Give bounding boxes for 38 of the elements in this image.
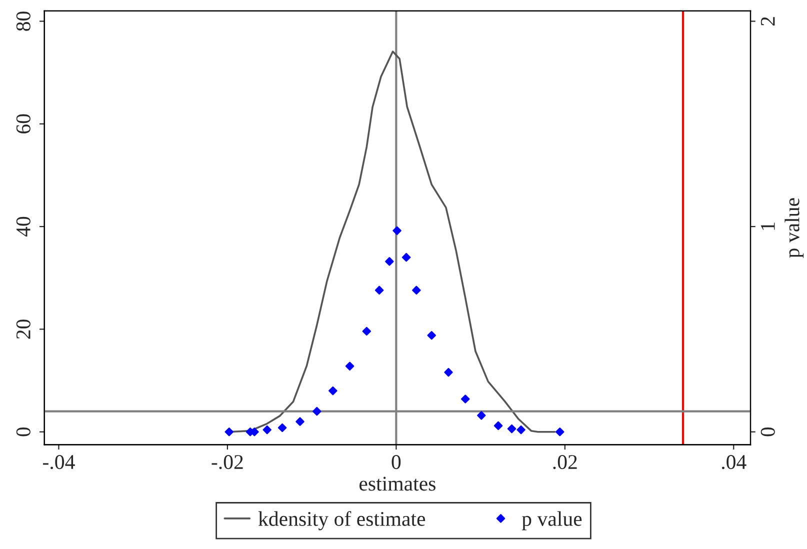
point [278, 423, 287, 432]
y-tick-label: 40 [16, 216, 30, 237]
point [427, 330, 436, 340]
x-tick-label: -.04 [43, 455, 75, 470]
point [516, 425, 526, 434]
y-tick-label: 60 [16, 114, 30, 134]
point [460, 394, 470, 404]
point [385, 257, 394, 266]
x-tick-label: .02 [553, 455, 577, 470]
y2-tick-label: 1 [760, 222, 775, 230]
point [345, 362, 354, 371]
point [224, 427, 234, 436]
point [362, 326, 372, 336]
point [412, 286, 421, 295]
legend-label: kdensity of estimate [258, 511, 426, 530]
point [477, 411, 486, 420]
point [328, 386, 338, 396]
point [494, 421, 503, 430]
point [392, 226, 402, 236]
point [507, 424, 516, 434]
point [374, 286, 384, 295]
x-axis-title: estimates [359, 476, 436, 491]
y2-tick-label: 2 [760, 17, 775, 26]
y-tick-label: 80 [16, 12, 30, 31]
point [444, 368, 453, 377]
legend-label: p value [522, 511, 582, 530]
x-tick-label: -.02 [212, 455, 243, 470]
x-tick-label: 0 [392, 455, 401, 470]
x-tick-label: .04 [722, 455, 746, 470]
point [262, 425, 272, 434]
y-tick-label: 0 [16, 427, 30, 436]
point [312, 406, 322, 416]
point [296, 417, 304, 426]
y-tick-label: 20 [16, 320, 30, 339]
y2-axis-title: p value [784, 198, 804, 258]
point [402, 252, 411, 262]
y2-tick-label: 0 [760, 427, 775, 436]
point [555, 427, 564, 436]
